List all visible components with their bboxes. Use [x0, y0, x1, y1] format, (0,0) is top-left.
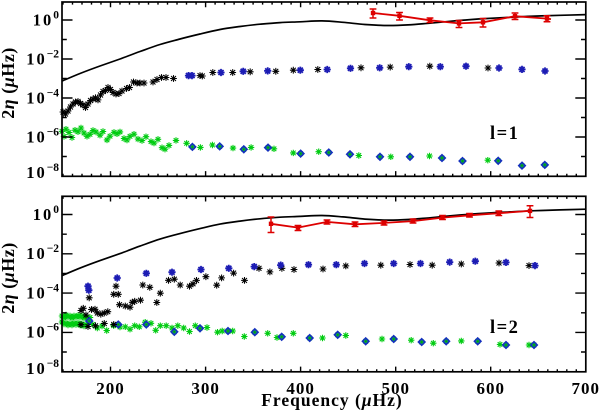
svg-text:400: 400 [286, 379, 315, 398]
svg-text:200: 200 [96, 379, 125, 398]
svg-text:l=1: l=1 [490, 124, 519, 144]
svg-text:100: 100 [33, 204, 60, 224]
svg-text:2η (μHz): 2η (μHz) [0, 47, 19, 118]
svg-text:500: 500 [381, 379, 410, 398]
svg-text:700: 700 [572, 379, 600, 398]
svg-text:100: 100 [33, 9, 60, 29]
svg-text:l=2: l=2 [490, 318, 519, 338]
svg-text:2η (μHz): 2η (μHz) [0, 242, 19, 313]
svg-text:Frequency (μHz): Frequency (μHz) [261, 390, 403, 410]
svg-text:300: 300 [191, 379, 220, 398]
svg-text:600: 600 [476, 379, 505, 398]
